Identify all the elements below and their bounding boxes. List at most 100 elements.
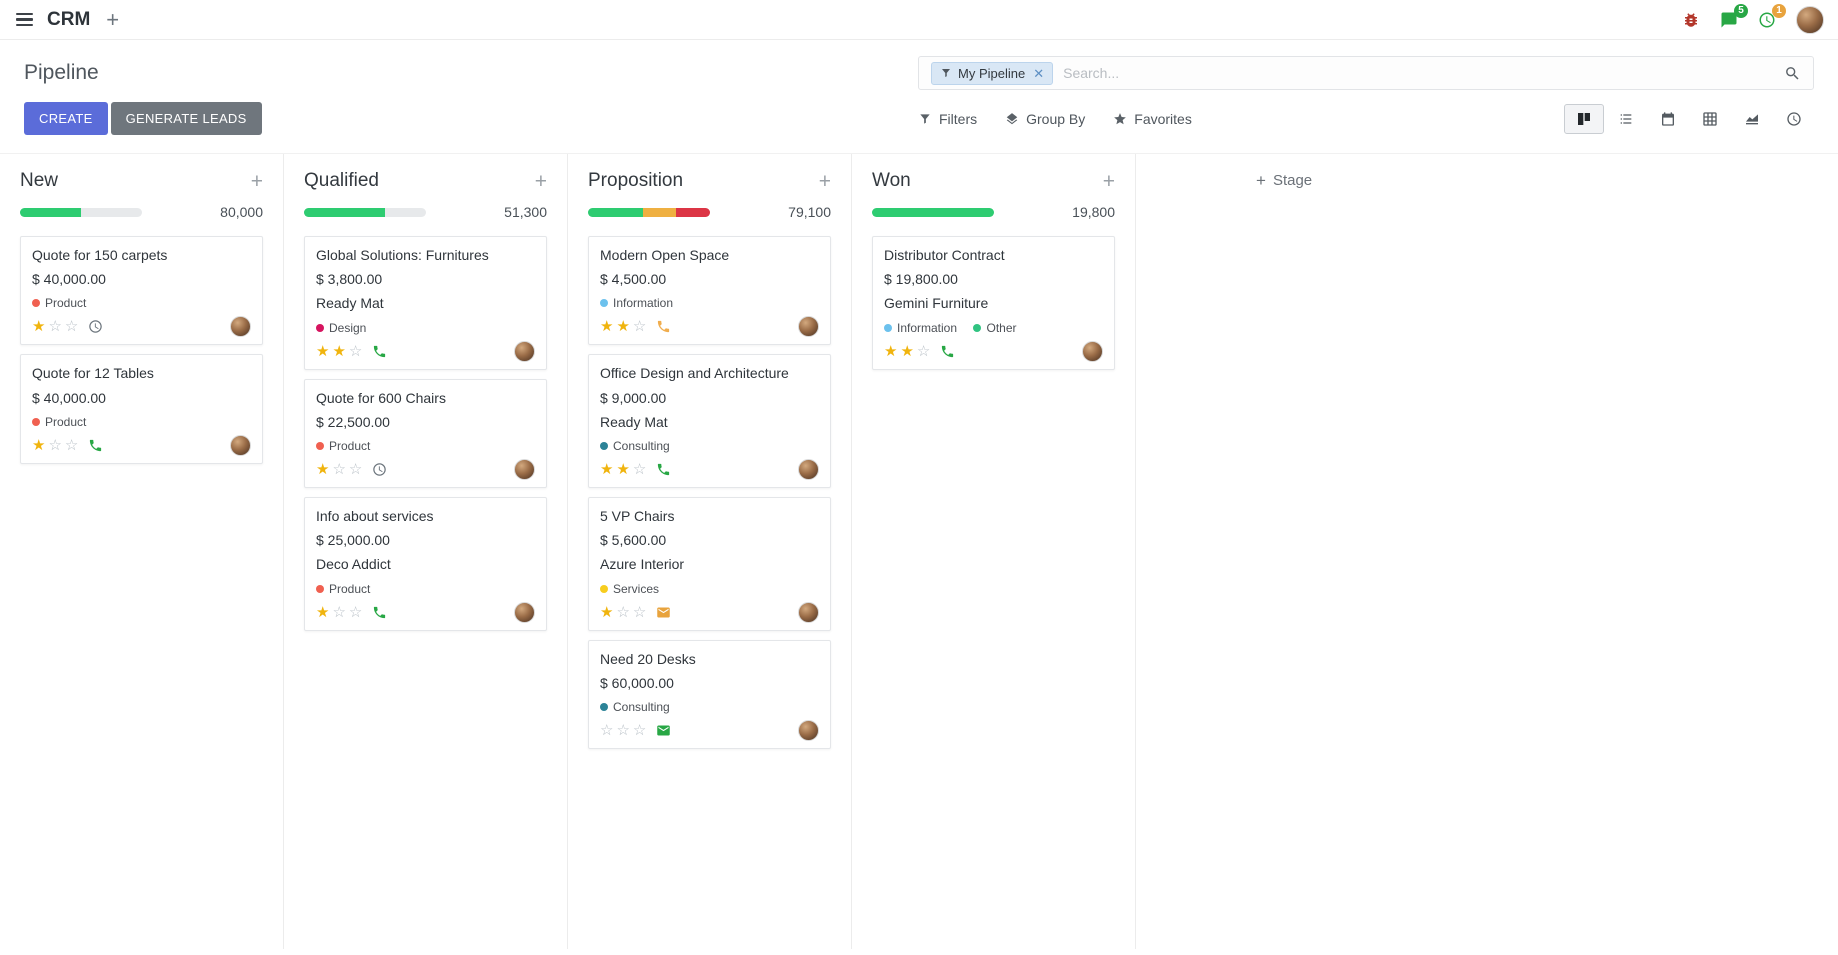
progress-segment[interactable] [642, 207, 676, 217]
phone-icon[interactable] [656, 462, 671, 477]
star-icon[interactable] [332, 462, 345, 477]
progress-segment[interactable] [588, 207, 643, 217]
phone-icon[interactable] [940, 344, 955, 359]
kanban-card[interactable]: Quote for 600 Chairs $ 22,500.00 Product [304, 378, 547, 488]
add-icon[interactable]: + [106, 6, 120, 32]
kanban-card[interactable]: 5 VP Chairs $ 5,600.00 Azure Interior Se… [588, 496, 831, 631]
salesperson-avatar[interactable] [798, 719, 819, 741]
clock-icon[interactable] [88, 319, 103, 334]
add-stage-button[interactable]: + Stage [1256, 154, 1312, 189]
kanban-card[interactable]: Modern Open Space $ 4,500.00 Information [588, 236, 831, 346]
star-icon[interactable] [616, 723, 629, 738]
column-progressbar[interactable] [872, 207, 994, 217]
star-icon[interactable] [633, 605, 646, 620]
filters-menu[interactable]: Filters [918, 111, 977, 127]
star-icon[interactable] [32, 438, 45, 453]
clock-icon[interactable] [372, 462, 387, 477]
salesperson-avatar[interactable] [798, 316, 819, 338]
star-icon[interactable] [633, 723, 646, 738]
create-button[interactable]: CREATE [24, 102, 108, 135]
star-icon[interactable] [600, 605, 613, 620]
star-icon[interactable] [48, 319, 61, 334]
salesperson-avatar[interactable] [1082, 340, 1103, 362]
star-icon[interactable] [616, 462, 629, 477]
progress-segment[interactable] [20, 207, 81, 217]
view-graph-button[interactable] [1732, 104, 1772, 134]
apps-menu-icon[interactable] [14, 9, 35, 31]
app-name[interactable]: CRM [47, 8, 91, 30]
star-icon[interactable] [65, 319, 78, 334]
star-icon[interactable] [600, 319, 613, 334]
phone-icon[interactable] [88, 438, 103, 453]
star-icon[interactable] [900, 344, 913, 359]
column-title[interactable]: New [20, 170, 59, 191]
favorites-menu[interactable]: Favorites [1113, 111, 1192, 127]
salesperson-avatar[interactable] [514, 458, 535, 480]
kanban-card[interactable]: Distributor Contract $ 19,800.00 Gemini … [872, 236, 1115, 370]
star-icon[interactable] [616, 605, 629, 620]
view-calendar-button[interactable] [1648, 104, 1688, 134]
envelope-icon[interactable] [656, 605, 671, 620]
search-facet[interactable]: My Pipeline ✕ [931, 61, 1054, 85]
kanban-card[interactable]: Info about services $ 25,000.00 Deco Add… [304, 496, 547, 631]
column-add-icon[interactable]: + [250, 169, 263, 193]
column-progressbar[interactable] [588, 207, 710, 217]
view-kanban-button[interactable] [1564, 103, 1604, 134]
star-icon[interactable] [884, 344, 897, 359]
view-activity-button[interactable] [1774, 104, 1814, 134]
star-icon[interactable] [48, 438, 61, 453]
phone-icon[interactable] [656, 319, 671, 334]
column-add-icon[interactable]: + [1102, 169, 1115, 193]
salesperson-avatar[interactable] [230, 316, 251, 338]
generate-leads-button[interactable]: GENERATE LEADS [110, 102, 262, 135]
progress-segment[interactable] [872, 207, 994, 217]
view-pivot-button[interactable] [1690, 104, 1730, 134]
star-icon[interactable] [316, 605, 329, 620]
salesperson-avatar[interactable] [798, 601, 819, 623]
star-icon[interactable] [917, 344, 930, 359]
column-title[interactable]: Qualified [304, 170, 379, 191]
star-icon[interactable] [332, 605, 345, 620]
search-icon[interactable] [1784, 65, 1801, 82]
column-progressbar[interactable] [304, 207, 426, 217]
column-add-icon[interactable]: + [534, 169, 547, 193]
salesperson-avatar[interactable] [514, 340, 535, 362]
messages-icon[interactable]: 5 [1720, 3, 1748, 29]
column-title[interactable]: Proposition [588, 170, 684, 191]
view-list-button[interactable] [1606, 104, 1646, 134]
star-icon[interactable] [600, 723, 613, 738]
progress-segment[interactable] [675, 207, 710, 217]
kanban-card[interactable]: Need 20 Desks $ 60,000.00 Consulting [588, 639, 831, 749]
kanban-card[interactable]: Office Design and Architecture $ 9,000.0… [588, 354, 831, 488]
column-add-icon[interactable]: + [818, 169, 831, 193]
star-icon[interactable] [65, 438, 78, 453]
kanban-card[interactable]: Quote for 150 carpets $ 40,000.00 Produc… [20, 236, 263, 346]
search-bar[interactable]: My Pipeline ✕ [918, 56, 1814, 90]
star-icon[interactable] [349, 344, 362, 359]
progress-segment[interactable] [304, 207, 385, 217]
star-icon[interactable] [633, 462, 646, 477]
salesperson-avatar[interactable] [230, 434, 251, 456]
star-icon[interactable] [616, 319, 629, 334]
group-by-menu[interactable]: Group By [1005, 111, 1085, 127]
phone-icon[interactable] [372, 344, 387, 359]
facet-remove-icon[interactable]: ✕ [1033, 65, 1045, 81]
star-icon[interactable] [316, 344, 329, 359]
star-icon[interactable] [349, 605, 362, 620]
star-icon[interactable] [633, 319, 646, 334]
star-icon[interactable] [349, 462, 362, 477]
user-avatar[interactable] [1796, 5, 1824, 34]
kanban-card[interactable]: Quote for 12 Tables $ 40,000.00 Product [20, 354, 263, 464]
salesperson-avatar[interactable] [798, 458, 819, 480]
phone-icon[interactable] [372, 605, 387, 620]
activities-clock-icon[interactable]: 1 [1758, 3, 1786, 29]
column-title[interactable]: Won [872, 170, 911, 191]
star-icon[interactable] [32, 319, 45, 334]
kanban-card[interactable]: Global Solutions: Furnitures $ 3,800.00 … [304, 236, 547, 370]
star-icon[interactable] [332, 344, 345, 359]
envelope-icon[interactable] [656, 723, 671, 738]
star-icon[interactable] [316, 462, 329, 477]
search-input[interactable] [1063, 65, 1784, 81]
star-icon[interactable] [600, 462, 613, 477]
salesperson-avatar[interactable] [514, 601, 535, 623]
